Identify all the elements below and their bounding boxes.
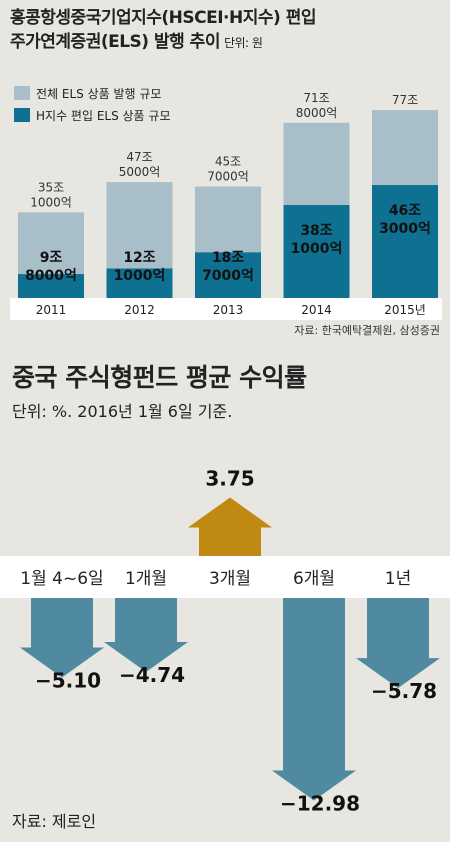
legend-swatch-total (14, 86, 30, 100)
els-bar-chart: 35조1000억9조8000억201147조5000억12조1000억20124… (10, 91, 442, 320)
els-bar-h (195, 252, 261, 298)
els-total-label: 8000억 (296, 106, 338, 120)
fund-value-label: −4.74 (119, 663, 185, 687)
els-total-label: 7000억 (207, 169, 249, 183)
fund-chart-title: 중국 주식형펀드 평균 수익률 (12, 363, 307, 392)
els-h-label: 38조 (300, 223, 332, 239)
els-chart-title: 홍콩항셍중국기업지수(HSCEI·H지수) 편입 주가연계증권(ELS) 발행 … (10, 6, 317, 55)
els-category-label: 2015년 (384, 303, 426, 317)
els-title-line2: 주가연계증권(ELS) 발행 추이 (10, 32, 220, 52)
els-h-label: 46조 (389, 203, 421, 219)
els-unit-label: 단위: 원 (223, 36, 263, 50)
legend-swatch-h (14, 108, 30, 122)
els-category-label: 2011 (36, 303, 67, 317)
els-category-label: 2012 (124, 303, 155, 317)
els-total-label: 71조 (303, 91, 329, 105)
fund-category-label: 1년 (385, 569, 411, 589)
fund-arrow-down (104, 598, 188, 672)
legend-label-total: 전체 ELS 상품 발행 규모 (36, 86, 162, 101)
legend-item-h: H지수 편입 ELS 상품 규모 (14, 106, 171, 124)
fund-category-label: 1개월 (125, 569, 167, 589)
fund-value-label: 3.75 (205, 467, 254, 491)
els-h-label: 1000억 (291, 241, 343, 257)
els-total-label: 1000억 (30, 195, 72, 209)
fund-arrow-down (356, 598, 440, 689)
els-source: 자료: 한국예탁결제원, 삼성증권 (294, 324, 440, 337)
els-category-label: 2014 (301, 303, 332, 317)
fund-value-label: −12.98 (280, 791, 360, 815)
els-category-strip (10, 298, 442, 320)
fund-value-label: −5.78 (371, 679, 437, 703)
legend-label-h: H지수 편입 ELS 상품 규모 (36, 108, 171, 123)
els-total-label: 77조 (392, 93, 418, 107)
els-category-label: 2013 (213, 303, 244, 317)
fund-category-label: 6개월 (293, 569, 335, 589)
els-title-line1: 홍콩항셍중국기업지수(HSCEI·H지수) 편입 (10, 8, 317, 28)
els-total-label: 35조 (38, 180, 64, 194)
fund-chart-subtitle: 단위: %. 2016년 1월 6일 기준. (12, 402, 233, 421)
fund-source: 자료: 제로인 (12, 812, 97, 831)
els-h-label: 18조 (212, 250, 244, 266)
legend-item-total: 전체 ELS 상품 발행 규모 (14, 84, 171, 102)
els-bar-h (283, 205, 350, 298)
els-bar-h (106, 268, 173, 298)
fund-arrow-down (20, 598, 104, 678)
els-h-label: 9조 (40, 250, 63, 266)
els-h-label: 8000억 (25, 268, 77, 284)
els-h-label: 12조 (123, 250, 155, 266)
els-bar-h (18, 274, 84, 298)
els-total-label: 45조 (215, 154, 241, 168)
els-bar-h (372, 185, 438, 298)
els-h-label: 3000억 (379, 221, 431, 237)
els-total-label: 47조 (126, 150, 152, 164)
fund-category-label: 1월 4~6일 (20, 569, 103, 589)
els-h-label: 7000억 (202, 268, 254, 284)
els-legend: 전체 ELS 상품 발행 규모 H지수 편입 ELS 상품 규모 (14, 84, 171, 128)
fund-category-label: 3개월 (209, 569, 251, 589)
fund-arrow-down (272, 598, 356, 801)
fund-category-band (0, 556, 450, 598)
fund-arrow-up (188, 497, 272, 556)
fund-value-label: −5.10 (35, 669, 101, 693)
els-h-label: 1000억 (114, 268, 166, 284)
els-total-label: 5000억 (119, 165, 161, 179)
